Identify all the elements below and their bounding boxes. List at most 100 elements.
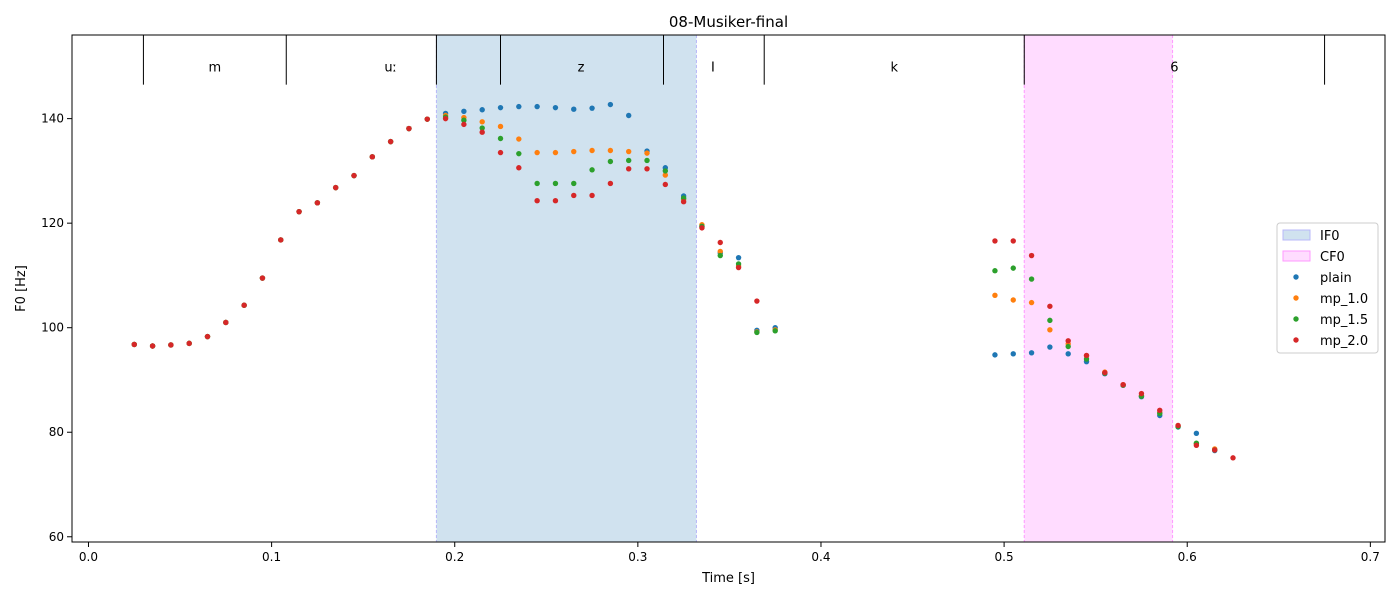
legend-label: CF0: [1320, 250, 1345, 265]
data-point: [735, 254, 742, 261]
data-point: [497, 104, 504, 111]
data-point: [571, 180, 577, 187]
data-point: [992, 292, 998, 298]
y-tick-label: 120: [41, 216, 64, 230]
y-tick-label: 80: [49, 425, 64, 439]
data-point: [1010, 238, 1016, 244]
segment-label: m: [209, 60, 222, 75]
data-point: [625, 157, 632, 164]
data-point: [516, 165, 522, 171]
data-point: [625, 166, 632, 172]
data-point: [1230, 455, 1236, 461]
data-point: [479, 129, 485, 135]
data-point: [717, 252, 723, 259]
legend-swatch: [1282, 229, 1311, 241]
chart-title: 08-Musiker-final: [669, 13, 788, 31]
data-point: [534, 103, 540, 110]
data-point: [571, 106, 577, 112]
segment-label: z: [578, 60, 585, 75]
data-point: [149, 343, 156, 349]
legend: IF0 CF0 plain mp_1.0 mp_1.5 mp_2.0: [1276, 222, 1379, 354]
data-point: [607, 180, 614, 187]
y-axis-label: F0 [Hz]: [14, 265, 29, 312]
legend-marker: [1293, 274, 1299, 280]
data-point: [1028, 350, 1035, 356]
y-tick-label: 140: [41, 112, 64, 126]
data-point: [589, 105, 595, 111]
data-point: [552, 197, 559, 204]
legend-marker: [1293, 316, 1299, 322]
data-point: [1157, 407, 1163, 413]
data-point: [772, 328, 778, 334]
x-axis-label: Time [s]: [701, 571, 755, 586]
x-tick-label: 0.4: [811, 550, 830, 564]
data-point: [644, 166, 650, 172]
data-point: [351, 172, 357, 179]
data-point: [1028, 276, 1035, 282]
data-point: [479, 107, 485, 113]
segment-label: uː: [384, 60, 397, 75]
data-point: [662, 172, 669, 178]
span-if0: [436, 35, 697, 542]
data-point: [1047, 303, 1053, 309]
data-point: [625, 112, 632, 119]
data-point: [552, 104, 559, 111]
data-point: [644, 150, 650, 156]
data-point: [406, 125, 412, 132]
data-point: [1065, 338, 1071, 344]
y-tick-label: 100: [41, 321, 64, 335]
data-point: [754, 329, 760, 336]
legend-label: mp_2.0: [1320, 334, 1368, 349]
data-point: [754, 298, 760, 304]
x-tick-label: 0.7: [1361, 550, 1380, 564]
data-point: [332, 184, 339, 191]
data-point: [589, 192, 595, 199]
data-point: [516, 136, 522, 142]
data-point: [241, 302, 247, 308]
data-point: [589, 147, 595, 154]
data-point: [1047, 327, 1053, 333]
data-point: [552, 180, 559, 187]
data-point: [589, 167, 595, 173]
data-point: [1047, 317, 1053, 324]
legend-label: plain: [1320, 271, 1352, 286]
data-point: [1065, 343, 1071, 350]
x-tick-label: 0.0: [79, 550, 98, 564]
legend-swatch: [1282, 250, 1311, 262]
x-tick-label: 0.5: [995, 550, 1014, 564]
legend-label: IF0: [1320, 229, 1340, 244]
data-point: [625, 148, 632, 155]
data-point: [717, 239, 723, 246]
data-point: [186, 340, 192, 347]
data-point: [571, 192, 577, 199]
segment-label: k: [890, 60, 898, 75]
data-point: [992, 352, 998, 358]
data-point: [1193, 442, 1200, 449]
data-point: [516, 150, 522, 157]
data-point: [1138, 390, 1145, 397]
segment-label: I: [711, 60, 715, 75]
plot-frame: [71, 34, 1386, 543]
data-point: [479, 125, 485, 131]
data-point: [662, 168, 669, 174]
data-point: [223, 319, 229, 326]
data-point: [1047, 344, 1053, 350]
data-point: [387, 138, 394, 145]
data-point: [607, 147, 614, 154]
data-point: [534, 149, 540, 156]
data-point: [992, 268, 998, 274]
series-mp-2-0: [131, 115, 1236, 461]
data-point: [259, 275, 266, 281]
data-point: [1010, 351, 1016, 357]
data-point: [992, 238, 998, 244]
data-point: [314, 200, 321, 206]
data-point: [1065, 351, 1071, 357]
data-point: [461, 108, 467, 115]
data-point: [204, 333, 211, 340]
legend-label: mp_1.5: [1320, 313, 1368, 328]
data-point: [461, 121, 467, 128]
data-point: [644, 157, 650, 164]
data-point: [1028, 299, 1035, 306]
data-point: [1120, 381, 1126, 388]
